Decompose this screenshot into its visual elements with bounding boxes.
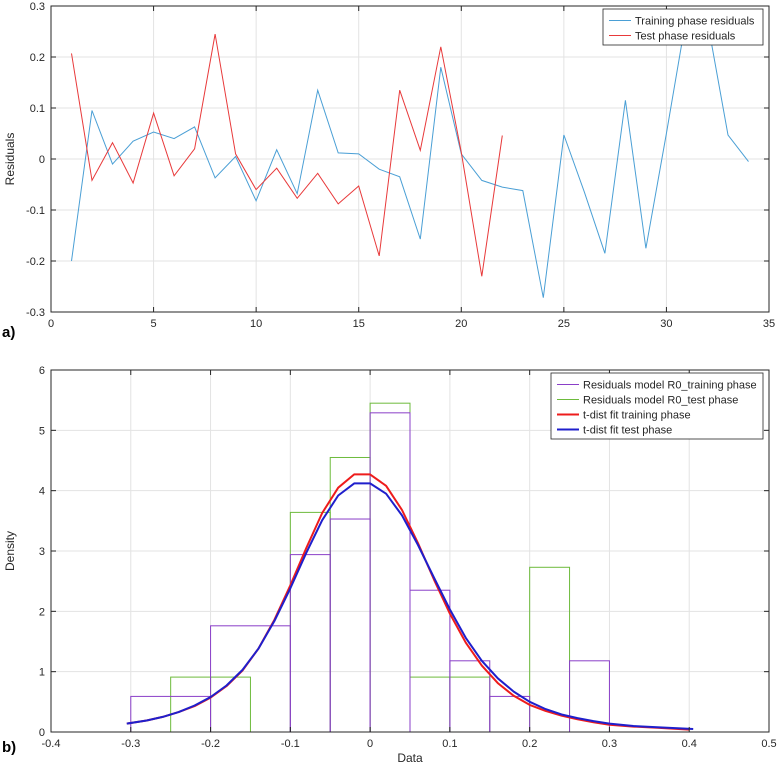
panel-b-xlabel: Data (397, 751, 423, 765)
x-tick-label: 10 (250, 318, 262, 330)
y-tick-label: 0.1 (30, 103, 45, 115)
panel-b-legend[interactable]: Residuals model R0_training phase Residua… (550, 372, 764, 440)
x-tick-label: 0 (48, 318, 54, 330)
panel-a-ticks: 0 5 10 15 20 25 30 35 -0.3 -0.2 -0.1 0 0.1 0.2 0.3 (26, 1, 775, 330)
x-tick-label: 0.5 (761, 738, 776, 750)
legend-entry: Residuals model R0_training phase (583, 380, 757, 392)
x-tick-label: 25 (558, 318, 570, 330)
x-tick-label: 15 (353, 318, 365, 330)
series-line-0 (71, 13, 749, 298)
y-tick-label: 2 (39, 606, 45, 618)
legend-box (550, 372, 764, 440)
x-tick-label: 5 (151, 318, 157, 330)
panel-a-residuals-plot: 0 5 10 15 20 25 30 35 -0.3 -0.2 -0.1 0 0.1 0.2 0.3 Res… (2, 1, 775, 341)
y-tick-label: 6 (39, 365, 45, 377)
legend-entry: Training phase residuals (635, 16, 755, 28)
x-tick-label: 0.4 (682, 738, 697, 750)
x-tick-label: 35 (763, 318, 775, 330)
legend-entry: t-dist fit training phase (583, 410, 691, 422)
y-tick-label: -0.2 (26, 256, 45, 268)
y-tick-label: 5 (39, 425, 45, 437)
y-tick-label: 4 (39, 486, 45, 498)
panel-b-ticks: -0.4 -0.3 -0.2 -0.1 0 0.1 0.2 0.3 0.4 0.5 0 1 2 3 4 5 6 (39, 365, 777, 750)
legend-box (602, 8, 764, 46)
y-tick-label: 0.2 (30, 52, 45, 64)
panel-b-density-plot: -0.4 -0.3 -0.2 -0.1 0 0.1 0.2 0.3 0.4 0.50123456 … (2, 365, 777, 765)
x-tick-label: 0.2 (522, 738, 537, 750)
x-tick-label: -0.4 (42, 738, 61, 750)
legend-entry: Residuals model R0_test phase (583, 395, 738, 407)
panel-a-series (71, 13, 749, 298)
x-tick-label: 30 (660, 318, 672, 330)
x-tick-label: -0.2 (201, 738, 220, 750)
panel-a-label: a) (2, 324, 15, 341)
y-tick-label: 1 (39, 667, 45, 679)
x-tick-label: 0.3 (602, 738, 617, 750)
panel-a-ylabel: Residuals (3, 133, 17, 186)
x-tick-label: 0 (367, 738, 373, 750)
legend-entry: t-dist fit test phase (583, 425, 672, 437)
panel-b-ylabel: Density (3, 531, 17, 571)
x-tick-label: 20 (455, 318, 467, 330)
panel-a-legend[interactable]: Training phase residuals Test phase resid… (602, 8, 764, 46)
y-tick-label: 0 (39, 154, 45, 166)
fit-curve-1 (126, 482, 694, 730)
series-line-1 (71, 34, 503, 277)
legend-entry: Test phase residuals (635, 31, 736, 43)
x-tick-label: -0.1 (281, 738, 300, 750)
x-tick-label: -0.3 (121, 738, 140, 750)
y-tick-label: 3 (39, 546, 45, 558)
y-tick-label: -0.1 (26, 205, 45, 217)
panel-b-label: b) (2, 739, 16, 756)
y-tick-label: -0.3 (26, 307, 45, 319)
x-tick-label: 0.1 (442, 738, 457, 750)
panel-b-fit-curves (126, 473, 694, 731)
y-tick-label: 0 (39, 727, 45, 739)
y-tick-label: 0.3 (30, 1, 45, 13)
